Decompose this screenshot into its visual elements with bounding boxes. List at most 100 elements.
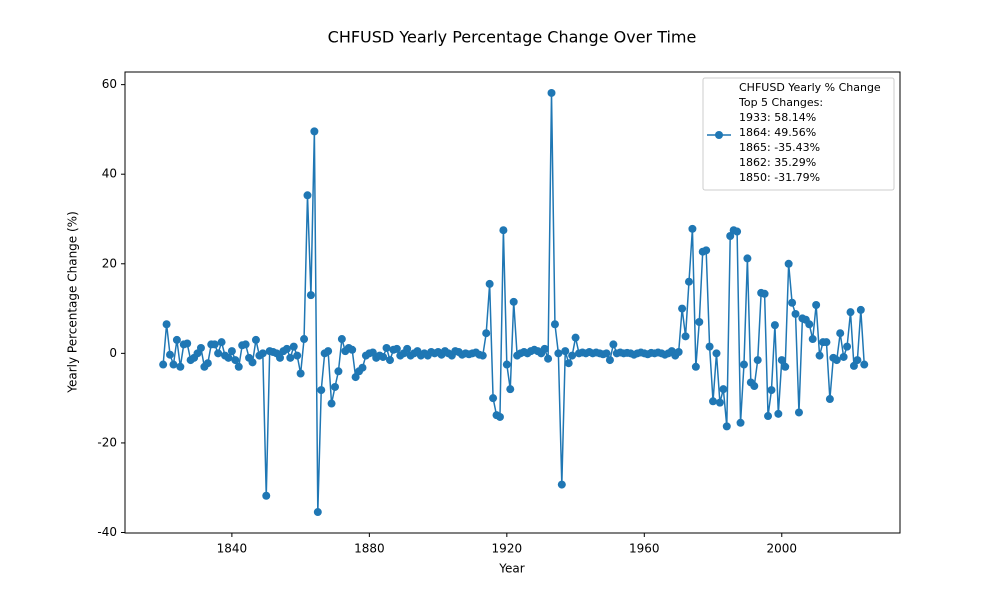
data-point [159, 360, 168, 369]
y-tick-label: 60 [102, 77, 117, 91]
data-point [506, 385, 515, 394]
data-point [348, 345, 357, 354]
data-point [602, 349, 611, 358]
data-point [691, 362, 700, 371]
data-point [812, 300, 821, 309]
data-point [544, 354, 553, 363]
data-point [282, 344, 291, 353]
data-point [351, 373, 360, 382]
data-point [176, 362, 185, 371]
y-axis-label: Yearly Percentage Change (%) [66, 211, 80, 394]
data-point [753, 356, 762, 365]
y-tick-label: 0 [109, 346, 117, 360]
data-point [385, 356, 394, 365]
y-tick-label: -40 [97, 525, 117, 539]
data-point [227, 347, 236, 356]
data-point [286, 353, 295, 362]
data-point [709, 397, 718, 406]
data-point [726, 232, 735, 241]
data-point [733, 227, 742, 236]
data-point [568, 351, 577, 360]
data-point [767, 386, 776, 395]
data-point [822, 338, 831, 347]
data-point [743, 254, 752, 263]
data-point [609, 340, 618, 349]
data-point [705, 342, 714, 351]
y-tick-label: -20 [97, 435, 117, 449]
data-point [300, 335, 309, 344]
data-point [781, 362, 790, 371]
data-point [327, 399, 336, 408]
data-point [719, 385, 728, 394]
data-point [495, 412, 504, 421]
data-point [839, 352, 848, 361]
data-point [241, 340, 250, 349]
data-point [760, 289, 769, 298]
data-point [808, 335, 817, 344]
data-point [739, 360, 748, 369]
x-tick-label: 1960 [629, 542, 660, 556]
data-point [702, 246, 711, 255]
data-point [293, 351, 302, 360]
data-point [502, 360, 511, 369]
data-point [750, 382, 759, 391]
data-point [832, 356, 841, 365]
data-point [712, 349, 721, 358]
x-tick-label: 1880 [354, 542, 385, 556]
y-tick-label: 40 [102, 167, 117, 181]
legend-marker [715, 131, 723, 139]
data-point [210, 340, 219, 349]
data-point [289, 342, 298, 351]
data-point [217, 338, 226, 347]
data-point [224, 353, 233, 362]
data-point [169, 360, 178, 369]
chart-title: CHFUSD Yearly Percentage Change Over Tim… [328, 28, 697, 47]
data-point [234, 362, 243, 371]
data-point [788, 298, 797, 307]
data-point [379, 352, 388, 361]
data-point [571, 333, 580, 342]
data-point [791, 309, 800, 318]
data-point [162, 320, 171, 329]
data-point [296, 369, 305, 378]
data-point [684, 277, 693, 286]
data-point [561, 347, 570, 356]
data-point [843, 342, 852, 351]
data-point [358, 363, 367, 372]
data-point [478, 351, 487, 360]
plot-frame [124, 71, 901, 534]
data-point [324, 347, 333, 356]
data-point [214, 349, 223, 358]
data-point [337, 335, 346, 344]
legend-text-box: CHFUSD Yearly % Change Top 5 Changes: 19… [739, 81, 881, 184]
data-point [499, 226, 508, 235]
data-point [688, 224, 697, 233]
data-point [715, 398, 724, 407]
data-point [334, 367, 343, 376]
data-point [554, 349, 563, 358]
data-point [794, 408, 803, 417]
data-point [330, 382, 339, 391]
data-point [849, 361, 858, 370]
data-point [248, 358, 257, 367]
data-point [550, 320, 559, 329]
data-point [547, 88, 556, 97]
legend: CHFUSD Yearly % Change Top 5 Changes: 19… [702, 77, 895, 191]
data-point [846, 308, 855, 317]
x-tick-label: 1920 [492, 542, 523, 556]
data-point [313, 508, 322, 517]
x-axis-label: Year [498, 562, 524, 576]
data-point [736, 418, 745, 427]
legend-box [702, 77, 895, 191]
data-point [392, 344, 401, 353]
data-point [258, 349, 267, 358]
data-point [853, 356, 862, 365]
data-point [605, 356, 614, 365]
data-point [262, 491, 271, 500]
data-point [482, 329, 491, 338]
x-tick-label: 2000 [767, 542, 798, 556]
data-point [836, 329, 845, 338]
data-point [860, 360, 869, 369]
data-point [764, 412, 773, 421]
